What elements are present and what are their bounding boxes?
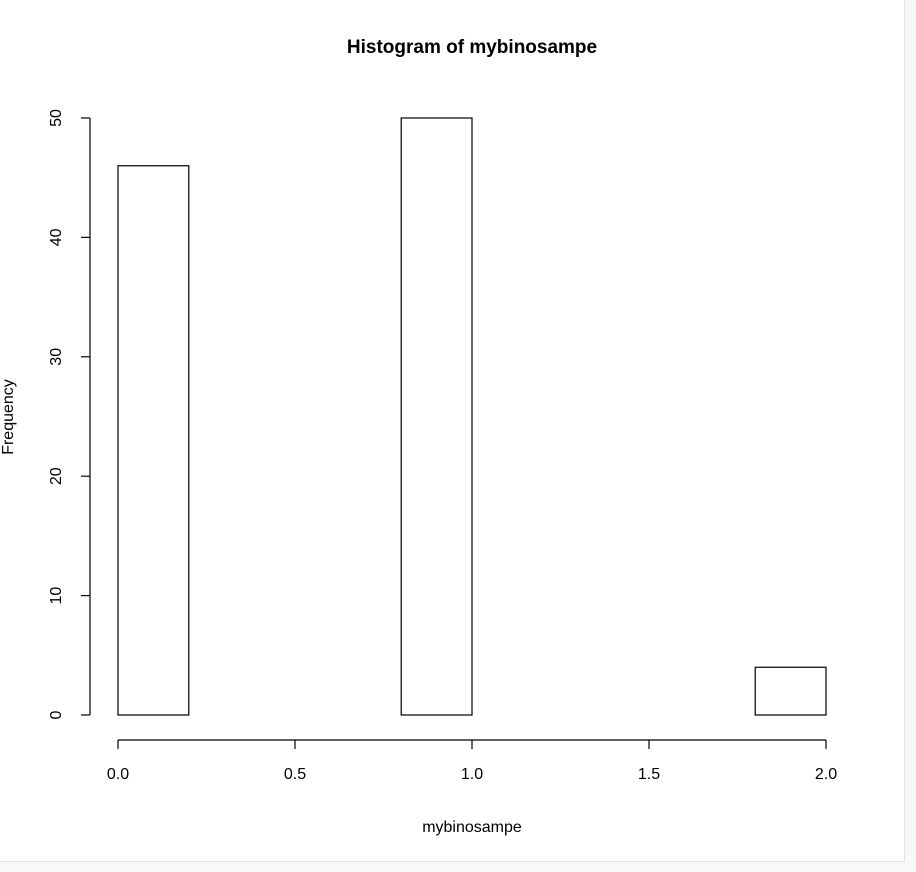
y-tick-label-4: 40 — [48, 228, 65, 246]
x-tick-label-0: 0.0 — [107, 766, 129, 783]
histogram-bar-4 — [400, 117, 473, 716]
y-tick-label-2: 20 — [48, 467, 65, 485]
bars-group — [117, 117, 827, 716]
y-tick-label-5: 50 — [48, 109, 65, 127]
x-tick-label-2: 1.0 — [461, 766, 483, 783]
chart-title: Histogram of mybinosampe — [347, 37, 597, 58]
y-axis-label: Frequency — [0, 379, 17, 455]
x-axis: 0.0 0.5 1.0 1.5 2.0 — [107, 739, 837, 783]
histogram-bar-9 — [754, 666, 827, 716]
y-tick-label-1: 10 — [48, 587, 65, 605]
x-tick-label-4: 2.0 — [815, 766, 837, 783]
y-axis: 0 10 20 30 40 50 — [48, 109, 91, 719]
plot-panel: Histogram of mybinosampe mybinosampe Fre… — [0, 0, 905, 862]
y-tick-label-3: 30 — [48, 348, 65, 366]
y-tick-label-0: 0 — [48, 710, 65, 719]
x-tick-label-3: 1.5 — [638, 766, 660, 783]
histogram-chart: Histogram of mybinosampe mybinosampe Fre… — [0, 37, 837, 836]
x-tick-label-1: 0.5 — [284, 766, 306, 783]
histogram-bar-0 — [117, 165, 190, 716]
x-axis-label: mybinosampe — [422, 819, 522, 836]
